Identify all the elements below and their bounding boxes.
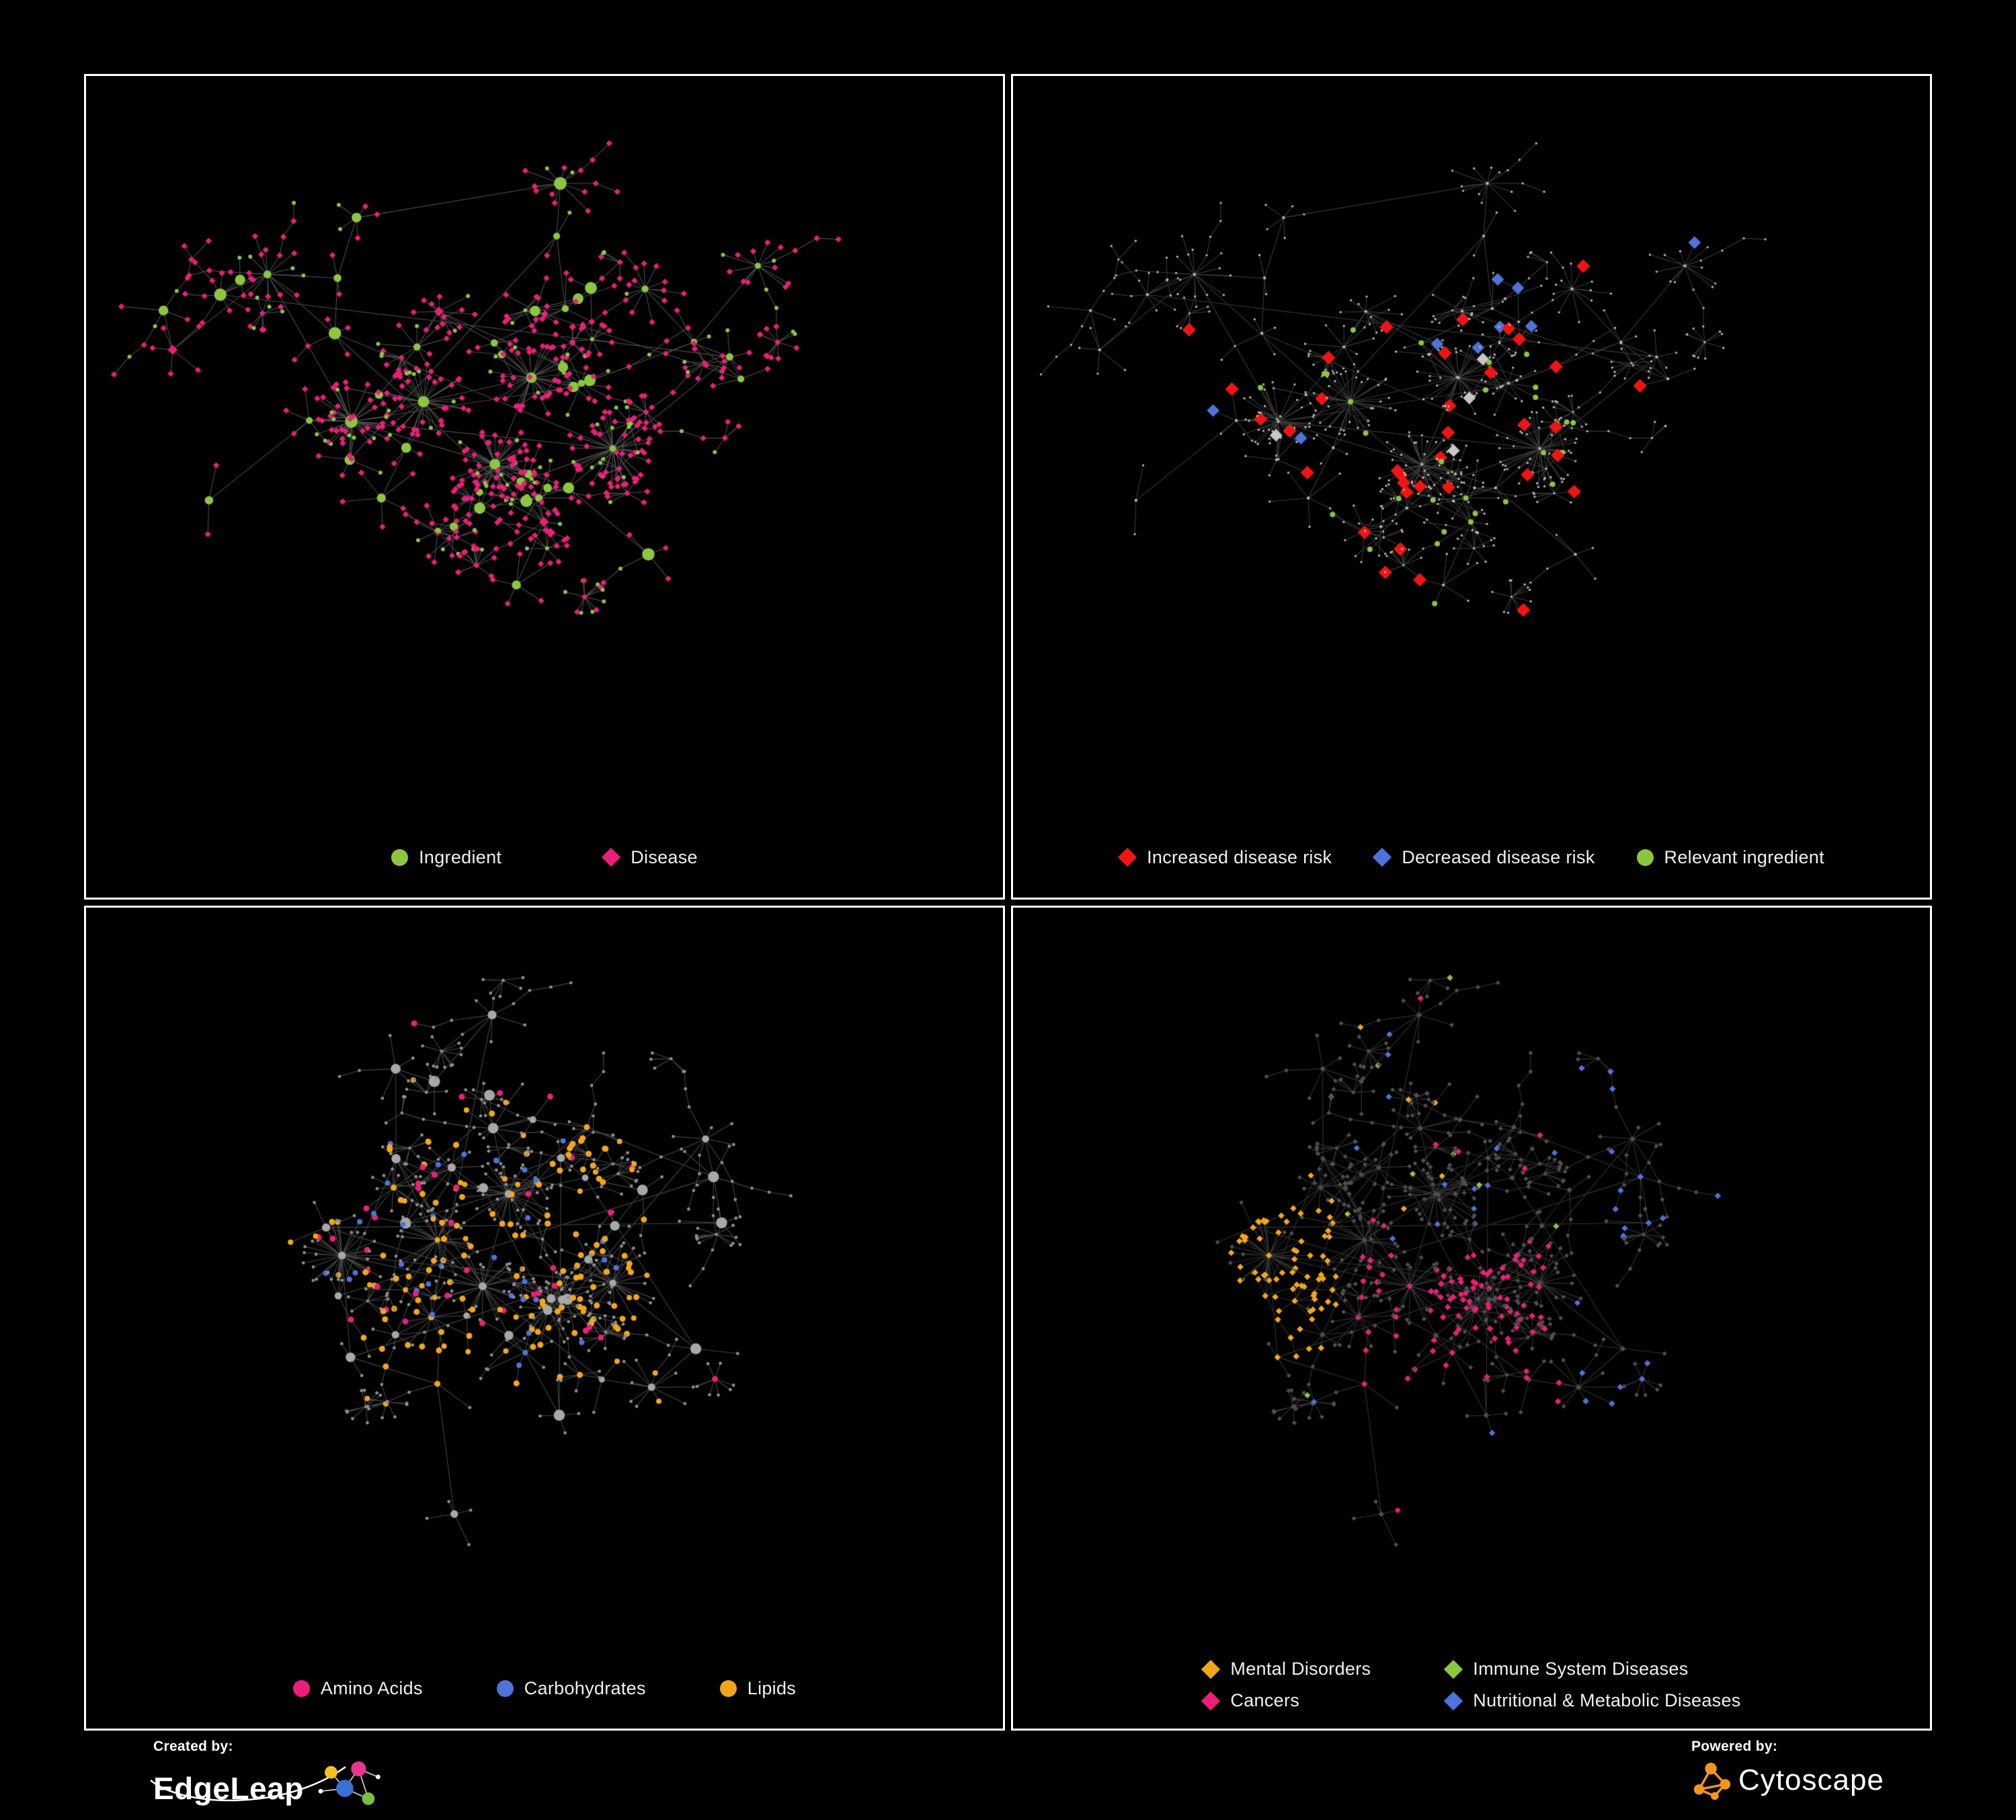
legend-item: Immune System Diseases xyxy=(1444,1659,1740,1679)
legend-ingredient-disease: Ingredient Disease xyxy=(86,847,1003,868)
created-by-label: Created by: xyxy=(153,1739,233,1754)
panel-ingredient-disease: Ingredient Disease xyxy=(84,74,1005,900)
amino-acids-marker-icon xyxy=(292,1680,310,1697)
legend-item: Disease xyxy=(602,847,698,868)
network-canvas-disease-classes xyxy=(1013,907,1930,1641)
legend-item: Lipids xyxy=(719,1678,797,1699)
legend-item: Decreased disease risk xyxy=(1373,847,1595,868)
legend-label: Lipids xyxy=(747,1678,797,1698)
legend-label: Cancers xyxy=(1230,1690,1300,1710)
network-canvas-nutrients xyxy=(86,907,1003,1641)
legend-label: Ingredient xyxy=(419,846,502,867)
legend-label: Decreased disease risk xyxy=(1402,846,1595,867)
decreased-risk-marker-icon xyxy=(1373,847,1392,867)
cytoscape-logo-icon xyxy=(1693,1762,1731,1801)
relevant-ingredient-marker-icon xyxy=(1636,848,1654,866)
panel-disease-risk: Increased disease risk Decreased disease… xyxy=(1011,74,1932,900)
increased-risk-marker-icon xyxy=(1117,847,1137,867)
legend-label: Immune System Diseases xyxy=(1473,1659,1689,1679)
legend-item: Increased disease risk xyxy=(1117,846,1332,868)
ingredient-marker-icon xyxy=(391,848,409,866)
lipids-marker-icon xyxy=(719,1680,737,1697)
legend-item: Amino Acids xyxy=(292,1678,423,1699)
legend-item: Carbohydrates xyxy=(496,1678,646,1699)
panel-disease-classes: Mental Disorders Immune System Diseases … xyxy=(1011,905,1932,1731)
legend-label: Amino Acids xyxy=(320,1678,423,1698)
legend-item: Relevant ingredient xyxy=(1636,846,1824,868)
created-by-block: Created by: EdgeLeap xyxy=(150,1739,395,1817)
legend-nutrients: Amino Acids Carbohydrates Lipids xyxy=(86,1678,1003,1699)
edgeleap-brand-row: EdgeLeap xyxy=(153,1759,395,1817)
powered-by-block: Powered by: Cytoscape xyxy=(1691,1739,1884,1801)
disease-marker-icon xyxy=(602,847,621,867)
legend-item: Ingredient xyxy=(391,847,501,868)
cancers-marker-icon xyxy=(1201,1691,1221,1710)
legend-disease-risk: Increased disease risk Decreased disease… xyxy=(1013,847,1930,868)
legend-label: Mental Disorders xyxy=(1230,1659,1371,1679)
legend-label: Nutritional & Metabolic Diseases xyxy=(1473,1690,1741,1710)
carbohydrates-marker-icon xyxy=(496,1680,514,1697)
cytoscape-wordmark: Cytoscape xyxy=(1738,1764,1884,1796)
legend-item: Cancers xyxy=(1201,1690,1371,1711)
network-canvas-ingredient-disease xyxy=(86,76,1003,810)
network-canvas-disease-risk xyxy=(1013,76,1930,810)
edgeleap-logo-icon xyxy=(318,1761,380,1805)
legend-label: Carbohydrates xyxy=(524,1678,646,1698)
legend-disease-classes: Mental Disorders Immune System Diseases … xyxy=(1013,1659,1930,1711)
legend-item: Nutritional & Metabolic Diseases xyxy=(1444,1690,1741,1711)
powered-by-label: Powered by: xyxy=(1691,1739,1778,1754)
panel-nutrients: Amino Acids Carbohydrates Lipids xyxy=(84,905,1005,1731)
legend-item: Mental Disorders xyxy=(1201,1659,1371,1679)
legend-label: Increased disease risk xyxy=(1147,846,1332,867)
metabolic-diseases-marker-icon xyxy=(1444,1691,1463,1710)
immune-diseases-marker-icon xyxy=(1444,1659,1463,1679)
mental-disorders-marker-icon xyxy=(1201,1659,1221,1679)
cytoscape-brand-row: Cytoscape xyxy=(1691,1759,1884,1801)
edgeleap-swoosh-icon xyxy=(150,1766,346,1802)
legend-label: Disease xyxy=(631,846,698,867)
edgeleap-wordmark: EdgeLeap xyxy=(153,1771,304,1806)
legend-label: Relevant ingredient xyxy=(1664,846,1824,867)
network-panels-grid: Ingredient Disease Increased disease ris… xyxy=(84,74,1932,1731)
